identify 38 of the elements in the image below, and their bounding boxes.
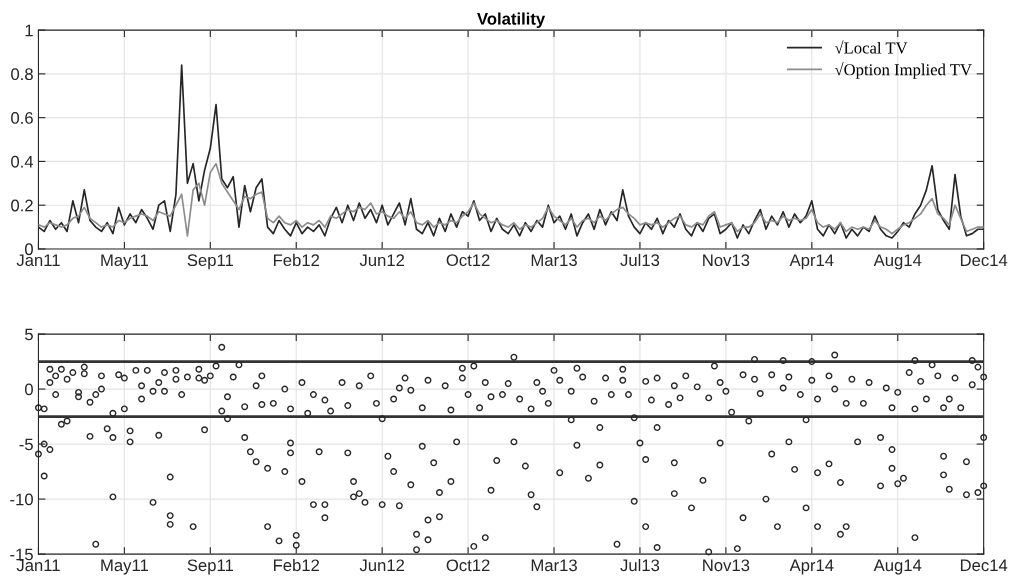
y-tick-label: 0.6 <box>11 112 33 124</box>
x-tick-label: Apr14 <box>789 254 834 270</box>
x-tick-label: Mar13 <box>531 254 577 267</box>
x-tick-label: Feb12 <box>273 253 320 267</box>
x-tick-label: May11 <box>101 254 148 270</box>
legend-label: √Local TV <box>834 40 908 54</box>
x-tick-label: Aug14 <box>873 559 922 575</box>
x-tick-label: Oct12 <box>446 254 490 267</box>
legend-label: √Option Implied TV <box>834 61 972 79</box>
y-tick-label: 0.4 <box>11 155 34 168</box>
x-tick-label: Apr14 <box>789 559 834 575</box>
x-tick-label: Jul13 <box>620 253 660 267</box>
x-tick-label: Dec14 <box>960 254 1008 267</box>
x-tick-label: Jun12 <box>359 559 405 572</box>
x-tick-label: May11 <box>101 559 148 575</box>
y-tick-label: -10 <box>10 493 33 506</box>
y-tick-label: -15 <box>10 548 33 561</box>
y-tick-label: 5 <box>24 328 33 341</box>
x-tick-label: Jan11 <box>16 254 60 267</box>
x-tick-label: Dec14 <box>960 559 1008 572</box>
x-tick-label: Sep11 <box>187 254 233 270</box>
y-tick-label: 0.8 <box>11 68 33 81</box>
x-tick-label: Nov13 <box>703 254 750 267</box>
y-tick-label: -5 <box>19 438 33 451</box>
x-tick-label: Oct12 <box>446 559 490 572</box>
y-tick-label: 0.2 <box>11 199 33 212</box>
x-tick-label: Jun12 <box>359 254 405 267</box>
x-tick-label: Jul13 <box>620 558 660 572</box>
x-tick-label: Feb12 <box>273 558 320 572</box>
x-tick-label: Jan11 <box>16 559 60 572</box>
y-tick-label: 0 <box>24 383 33 396</box>
y-tick-label: 0 <box>24 243 33 256</box>
chart-title: Volatility <box>477 12 546 29</box>
x-tick-label: Mar13 <box>531 559 577 572</box>
y-tick-label: 1 <box>25 24 33 37</box>
x-tick-label: Aug14 <box>873 254 922 270</box>
x-tick-label: Nov13 <box>703 559 750 572</box>
x-tick-label: Sep11 <box>187 559 233 575</box>
